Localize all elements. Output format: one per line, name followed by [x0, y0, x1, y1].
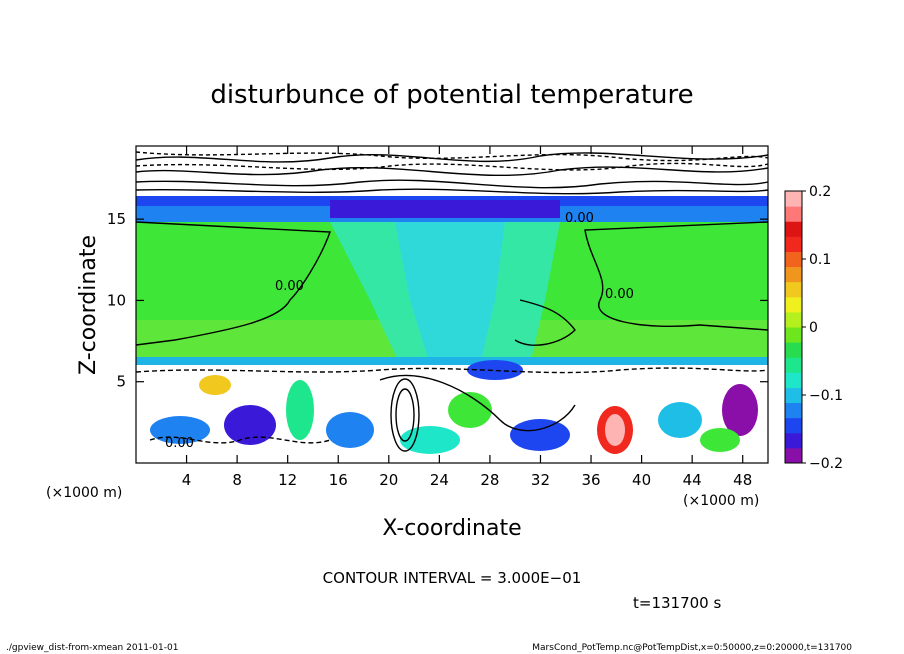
colorbar-tick-label: 0: [809, 320, 818, 336]
time-label: t=131700 s: [633, 594, 721, 612]
colorbar-swatch: [785, 432, 802, 449]
chart-title: disturbunce of potential temperature: [210, 80, 693, 110]
colorbar-swatch: [785, 221, 802, 237]
colorbar: 0.2 0.1 0 −0.1 −0.2: [784, 184, 843, 472]
x-tick-label: 32: [531, 471, 550, 489]
footer-right: MarsCond_PotTemp.nc@PotTempDist,x=0:5000…: [532, 643, 852, 653]
colorbar-swatch: [785, 387, 802, 404]
x-tick-label: 44: [683, 471, 702, 489]
x-tick-label: 40: [632, 471, 651, 489]
contour-label-2: 0.00: [275, 279, 304, 294]
colorbar-swatch: [785, 402, 802, 419]
x-axis: 4 8 12 16 20 24 28 32 36 40 44 48: [182, 146, 752, 489]
colorbar-tick-label: −0.2: [809, 456, 843, 472]
colorbar-swatch: [785, 251, 802, 268]
colorbar-swatch: [785, 417, 802, 434]
y-tick-label: 10: [107, 291, 126, 309]
middle-bottom-edge: [136, 357, 768, 365]
colorbar-swatch: [785, 281, 802, 298]
colorbar-swatch: [785, 447, 802, 464]
colorbar-swatch: [785, 327, 802, 343]
x-tick-label: 48: [733, 471, 752, 489]
top-contours: [135, 151, 769, 195]
colorbar-swatch: [785, 357, 802, 373]
colorbar-swatch: [785, 372, 802, 388]
colorbar-swatch: [785, 266, 802, 283]
x-tick-label: 12: [278, 471, 297, 489]
contour-label-3: 0.00: [605, 287, 634, 302]
contour-label-4: 0.00: [565, 211, 594, 226]
x-tick-label: 28: [480, 471, 499, 489]
y-unit-label: (×1000 m): [46, 485, 122, 501]
plume-inner: [395, 222, 505, 365]
footer-left: ./gpview_dist-from-xmean 2011-01-01: [6, 643, 178, 653]
colorbar-tick-label: −0.1: [809, 388, 843, 404]
y-axis: 5 10 15: [107, 210, 768, 391]
y-tick-label: 5: [116, 373, 126, 391]
colorbar-swatch: [785, 311, 802, 328]
contour-interval: CONTOUR INTERVAL = 3.000E−01: [323, 569, 582, 587]
top-layer: [136, 146, 768, 196]
x-tick-label: 16: [329, 471, 348, 489]
x-tick-label: 8: [232, 471, 242, 489]
mid-contours: [135, 221, 769, 346]
x-axis-title: X-coordinate: [382, 516, 521, 541]
colorbar-swatch: [785, 342, 802, 358]
colorbar-swatch: [785, 206, 802, 222]
x-tick-label: 24: [430, 471, 449, 489]
colorbar-tick-label: 0.2: [809, 184, 831, 200]
lower-blobs: [150, 360, 758, 454]
x-tick-label: 36: [581, 471, 600, 489]
upper-purple-band: [330, 200, 560, 218]
plot-area: 0.00 0.00 0.00 0.00: [135, 145, 769, 464]
x-unit-label: (×1000 m): [683, 493, 759, 509]
y-axis-title: Z-coordinate: [76, 235, 101, 375]
y-tick-label: 15: [107, 210, 126, 228]
colorbar-tick-label: 0.1: [809, 252, 831, 268]
contour-label-1: 0.00: [165, 436, 194, 451]
colorbar-swatch: [785, 236, 802, 252]
lower-contours: [135, 367, 769, 452]
colorbar-swatch: [785, 296, 802, 313]
plot-frame: [135, 145, 769, 464]
colorbar-swatch: [785, 191, 802, 207]
x-tick-label: 20: [379, 471, 398, 489]
x-tick-label: 4: [182, 471, 192, 489]
